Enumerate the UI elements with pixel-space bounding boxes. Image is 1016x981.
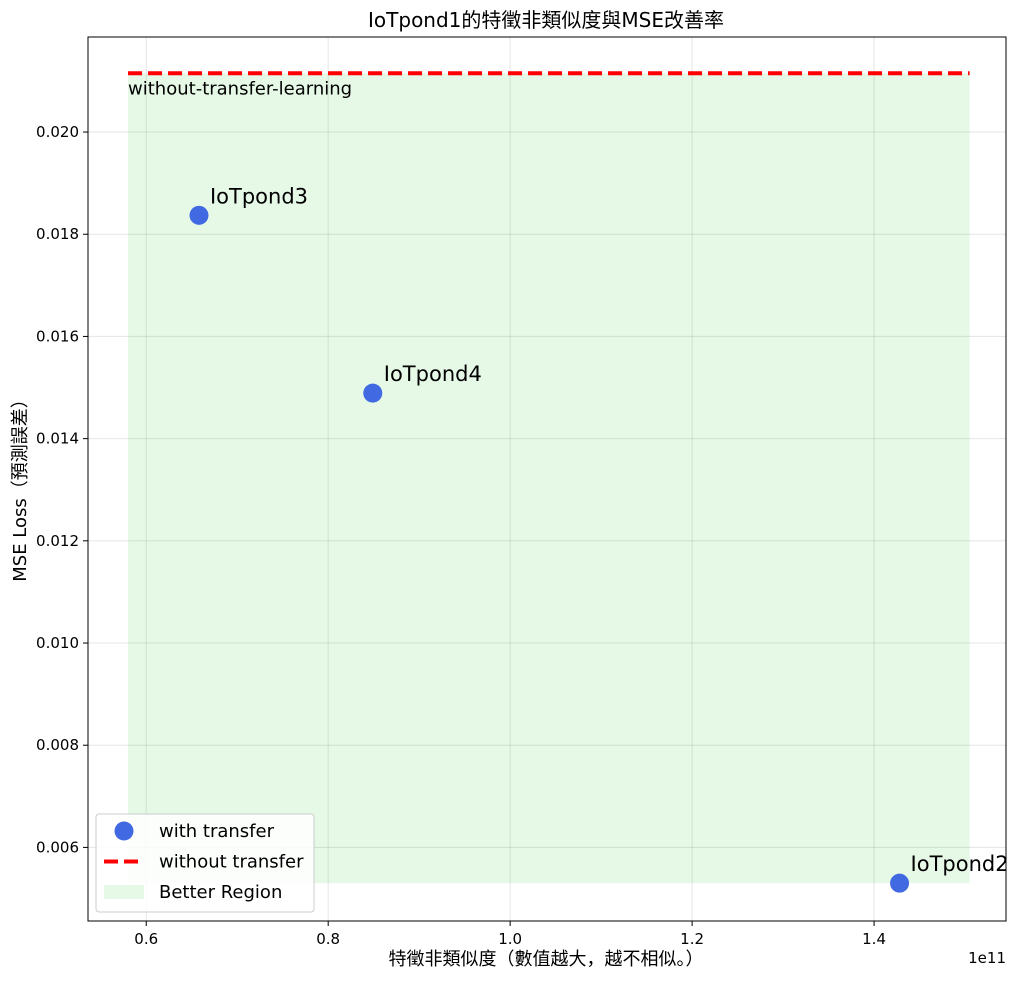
x-tick-label: 1.4: [862, 930, 886, 948]
data-point: [890, 873, 910, 893]
y-tick-label: 0.020: [36, 123, 79, 141]
y-tick-label: 0.012: [36, 532, 79, 550]
y-tick-label: 0.006: [36, 838, 79, 856]
grid-layer: [88, 37, 1006, 921]
chart-title: IoTpond1的特徵非類似度與MSE改善率: [368, 8, 724, 32]
legend: with transfer without transfer Better Regi…: [95, 813, 315, 913]
x-tick-label: 0.8: [316, 930, 340, 948]
legend-label: with transfer: [159, 821, 275, 842]
ticks-layer: 0.6 0.8 1.0 1.2 1.4 0.006 0.008 0.010 0.012 0.014…: [36, 123, 886, 948]
legend-label: without transfer: [159, 852, 304, 873]
y-tick-label: 0.014: [36, 430, 79, 448]
legend-patch: [104, 885, 144, 899]
x-tick-label: 1.0: [498, 930, 522, 948]
y-tick-label: 0.018: [36, 225, 79, 243]
point-label: IoTpond4: [384, 362, 482, 386]
y-tick-label: 0.016: [36, 327, 79, 345]
y-tick-label: 0.010: [36, 634, 79, 652]
better-region-layer: [128, 73, 970, 884]
legend-label: Better Region: [159, 882, 282, 903]
x-axis-offset-label: 1e11: [968, 949, 1006, 967]
data-point: [363, 383, 383, 403]
x-tick-label: 0.6: [134, 930, 158, 948]
x-axis-label: 特徵非類似度（數值越大，越不相似。）: [389, 949, 704, 970]
data-point: [189, 205, 209, 225]
legend-box: [95, 813, 315, 913]
points-layer: IoTpond3 IoTpond4 IoTpond2: [189, 184, 1009, 893]
point-label: IoTpond3: [210, 184, 308, 208]
y-axis-label: MSE Loss（預測誤差）: [10, 390, 31, 582]
baseline-annotation: without-transfer-learning: [128, 78, 352, 99]
better-region: [128, 73, 970, 884]
y-tick-label: 0.008: [36, 736, 79, 754]
point-label: IoTpond2: [911, 852, 1009, 876]
legend-marker: [114, 821, 134, 841]
plot-frame: [87, 36, 1007, 922]
baseline-layer: without-transfer-learning: [128, 71, 970, 99]
x-tick-label: 1.2: [680, 930, 704, 948]
